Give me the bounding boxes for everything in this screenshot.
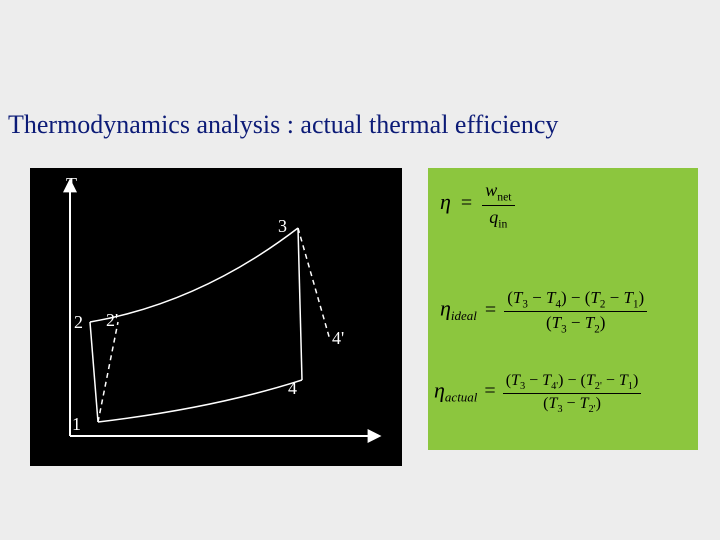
edge-1-2prime [98, 322, 118, 422]
point-3-label: 3 [278, 216, 287, 237]
formulas-panel: η = wnet qin ηideal = (T3 − T4) − (T2 − … [428, 168, 698, 450]
point-4-label: 4 [288, 378, 297, 399]
edge-3-4prime [298, 228, 330, 340]
edge-3-4 [298, 228, 302, 380]
edge-2-3 [90, 228, 298, 322]
point-2prime-label: 2' [106, 310, 118, 331]
equals-sign: = [455, 192, 478, 214]
eta-actual-sub: actual [445, 390, 478, 405]
formula-actual: ηactual = (T3 − T4') − (T2' − T1) (T3 − … [434, 372, 641, 415]
point-1-label: 1 [72, 414, 81, 435]
formula-eta: η = wnet qin [440, 180, 515, 230]
page-title: Thermodynamics analysis : actual thermal… [8, 110, 558, 140]
equals-sign-ideal: = [481, 299, 500, 321]
edge-4-1 [98, 380, 302, 422]
eta-ideal-sub: ideal [451, 308, 477, 323]
diagram-svg [30, 168, 402, 466]
eta-actual-symbol: η [434, 377, 445, 402]
point-2-label: 2 [74, 312, 83, 333]
eta-symbol: η [440, 189, 451, 214]
eta-ideal-symbol: η [440, 296, 451, 321]
y-axis-label: T [66, 174, 77, 195]
edge-1-2 [90, 322, 98, 422]
ts-diagram: T 1 2 2' 3 4 4' [30, 168, 402, 466]
equals-sign-actual: = [481, 380, 498, 402]
formula-ideal: ηideal = (T3 − T4) − (T2 − T1) (T3 − T2) [440, 288, 647, 336]
point-4prime-label: 4' [332, 328, 344, 349]
